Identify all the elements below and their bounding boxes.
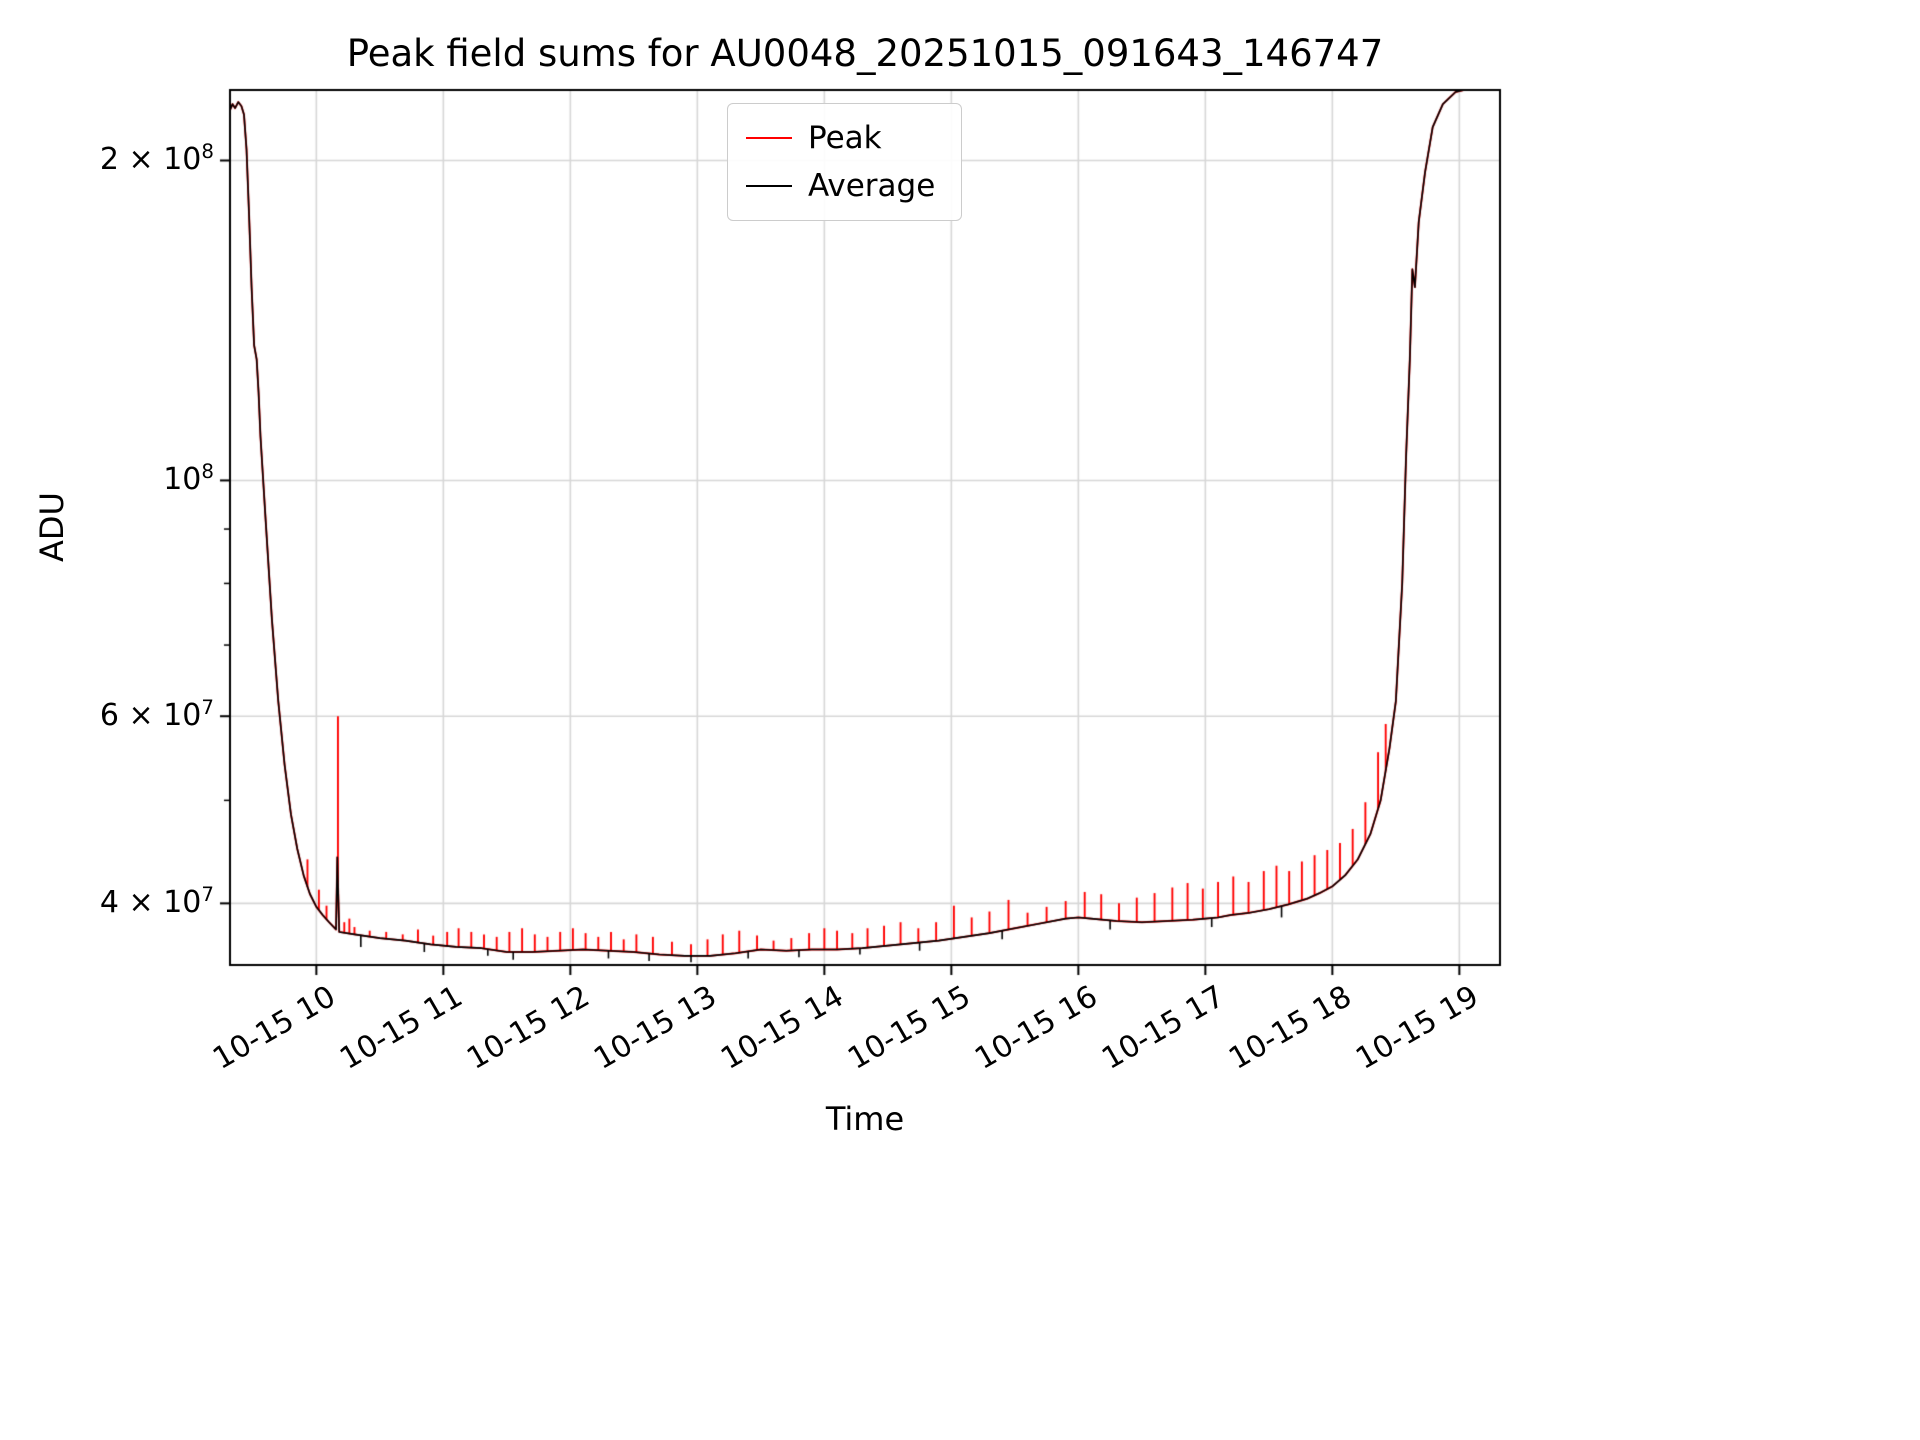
peak-line-swatch (746, 137, 792, 139)
legend-label-peak: Peak (808, 120, 882, 156)
legend: Peak Average (727, 103, 963, 221)
average-line-swatch (746, 185, 792, 187)
legend-item-peak: Peak (746, 114, 935, 162)
legend-item-average: Average (746, 162, 935, 210)
legend-label-average: Average (808, 168, 936, 204)
